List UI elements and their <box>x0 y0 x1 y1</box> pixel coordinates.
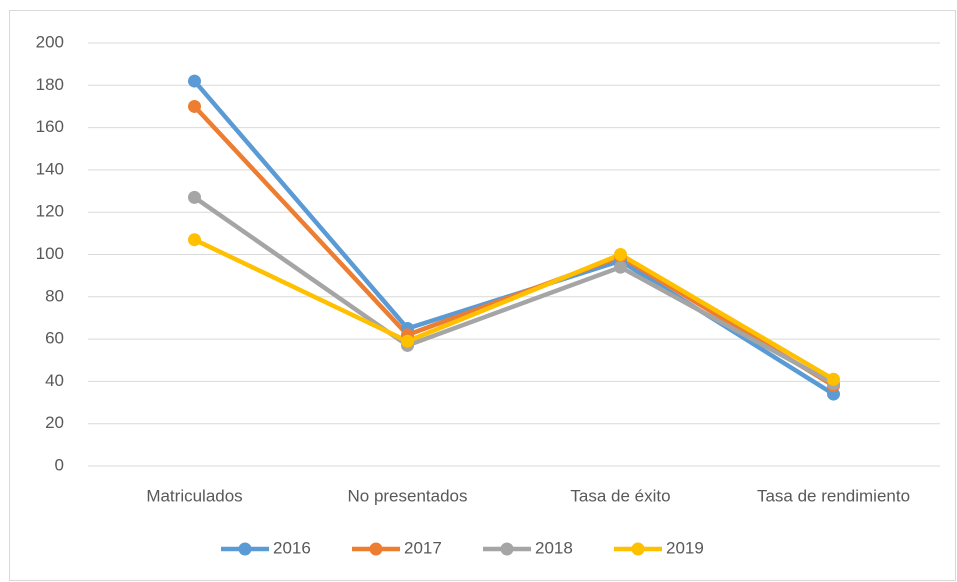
data-point <box>188 190 201 204</box>
y-tick-label: 120 <box>36 202 64 221</box>
legend-marker <box>500 542 514 556</box>
x-tick-label: Tasa de éxito <box>570 486 670 505</box>
legend-marker <box>238 542 252 556</box>
legend-label: 2016 <box>273 538 311 557</box>
y-tick-label: 180 <box>36 75 64 94</box>
y-tick-label: 0 <box>55 455 64 474</box>
x-tick-label: No presentados <box>347 486 467 505</box>
series-line <box>193 237 835 382</box>
legend-marker <box>631 542 645 556</box>
y-tick-label: 160 <box>36 117 64 136</box>
data-point <box>188 233 201 247</box>
legend-label: 2018 <box>535 538 573 557</box>
data-point <box>827 372 840 386</box>
y-tick-label: 140 <box>36 159 64 178</box>
y-tick-label: 100 <box>36 244 64 263</box>
chart-frame <box>9 10 956 581</box>
y-tick-label: 20 <box>45 413 64 432</box>
data-point <box>614 248 627 261</box>
x-tick-label: Matriculados <box>146 486 242 505</box>
legend-marker <box>369 542 383 556</box>
y-tick-label: 60 <box>45 329 64 348</box>
legend-label: 2017 <box>404 538 442 557</box>
x-tick-label: Tasa de rendimiento <box>757 486 910 505</box>
data-point <box>188 74 201 88</box>
series-line <box>193 195 835 386</box>
y-tick-label: 40 <box>45 371 64 390</box>
y-tick-label: 80 <box>45 286 64 305</box>
data-point <box>614 260 627 274</box>
data-point <box>188 99 201 113</box>
y-tick-label: 200 <box>36 32 64 51</box>
legend-label: 2019 <box>666 538 704 557</box>
data-point <box>401 334 414 348</box>
